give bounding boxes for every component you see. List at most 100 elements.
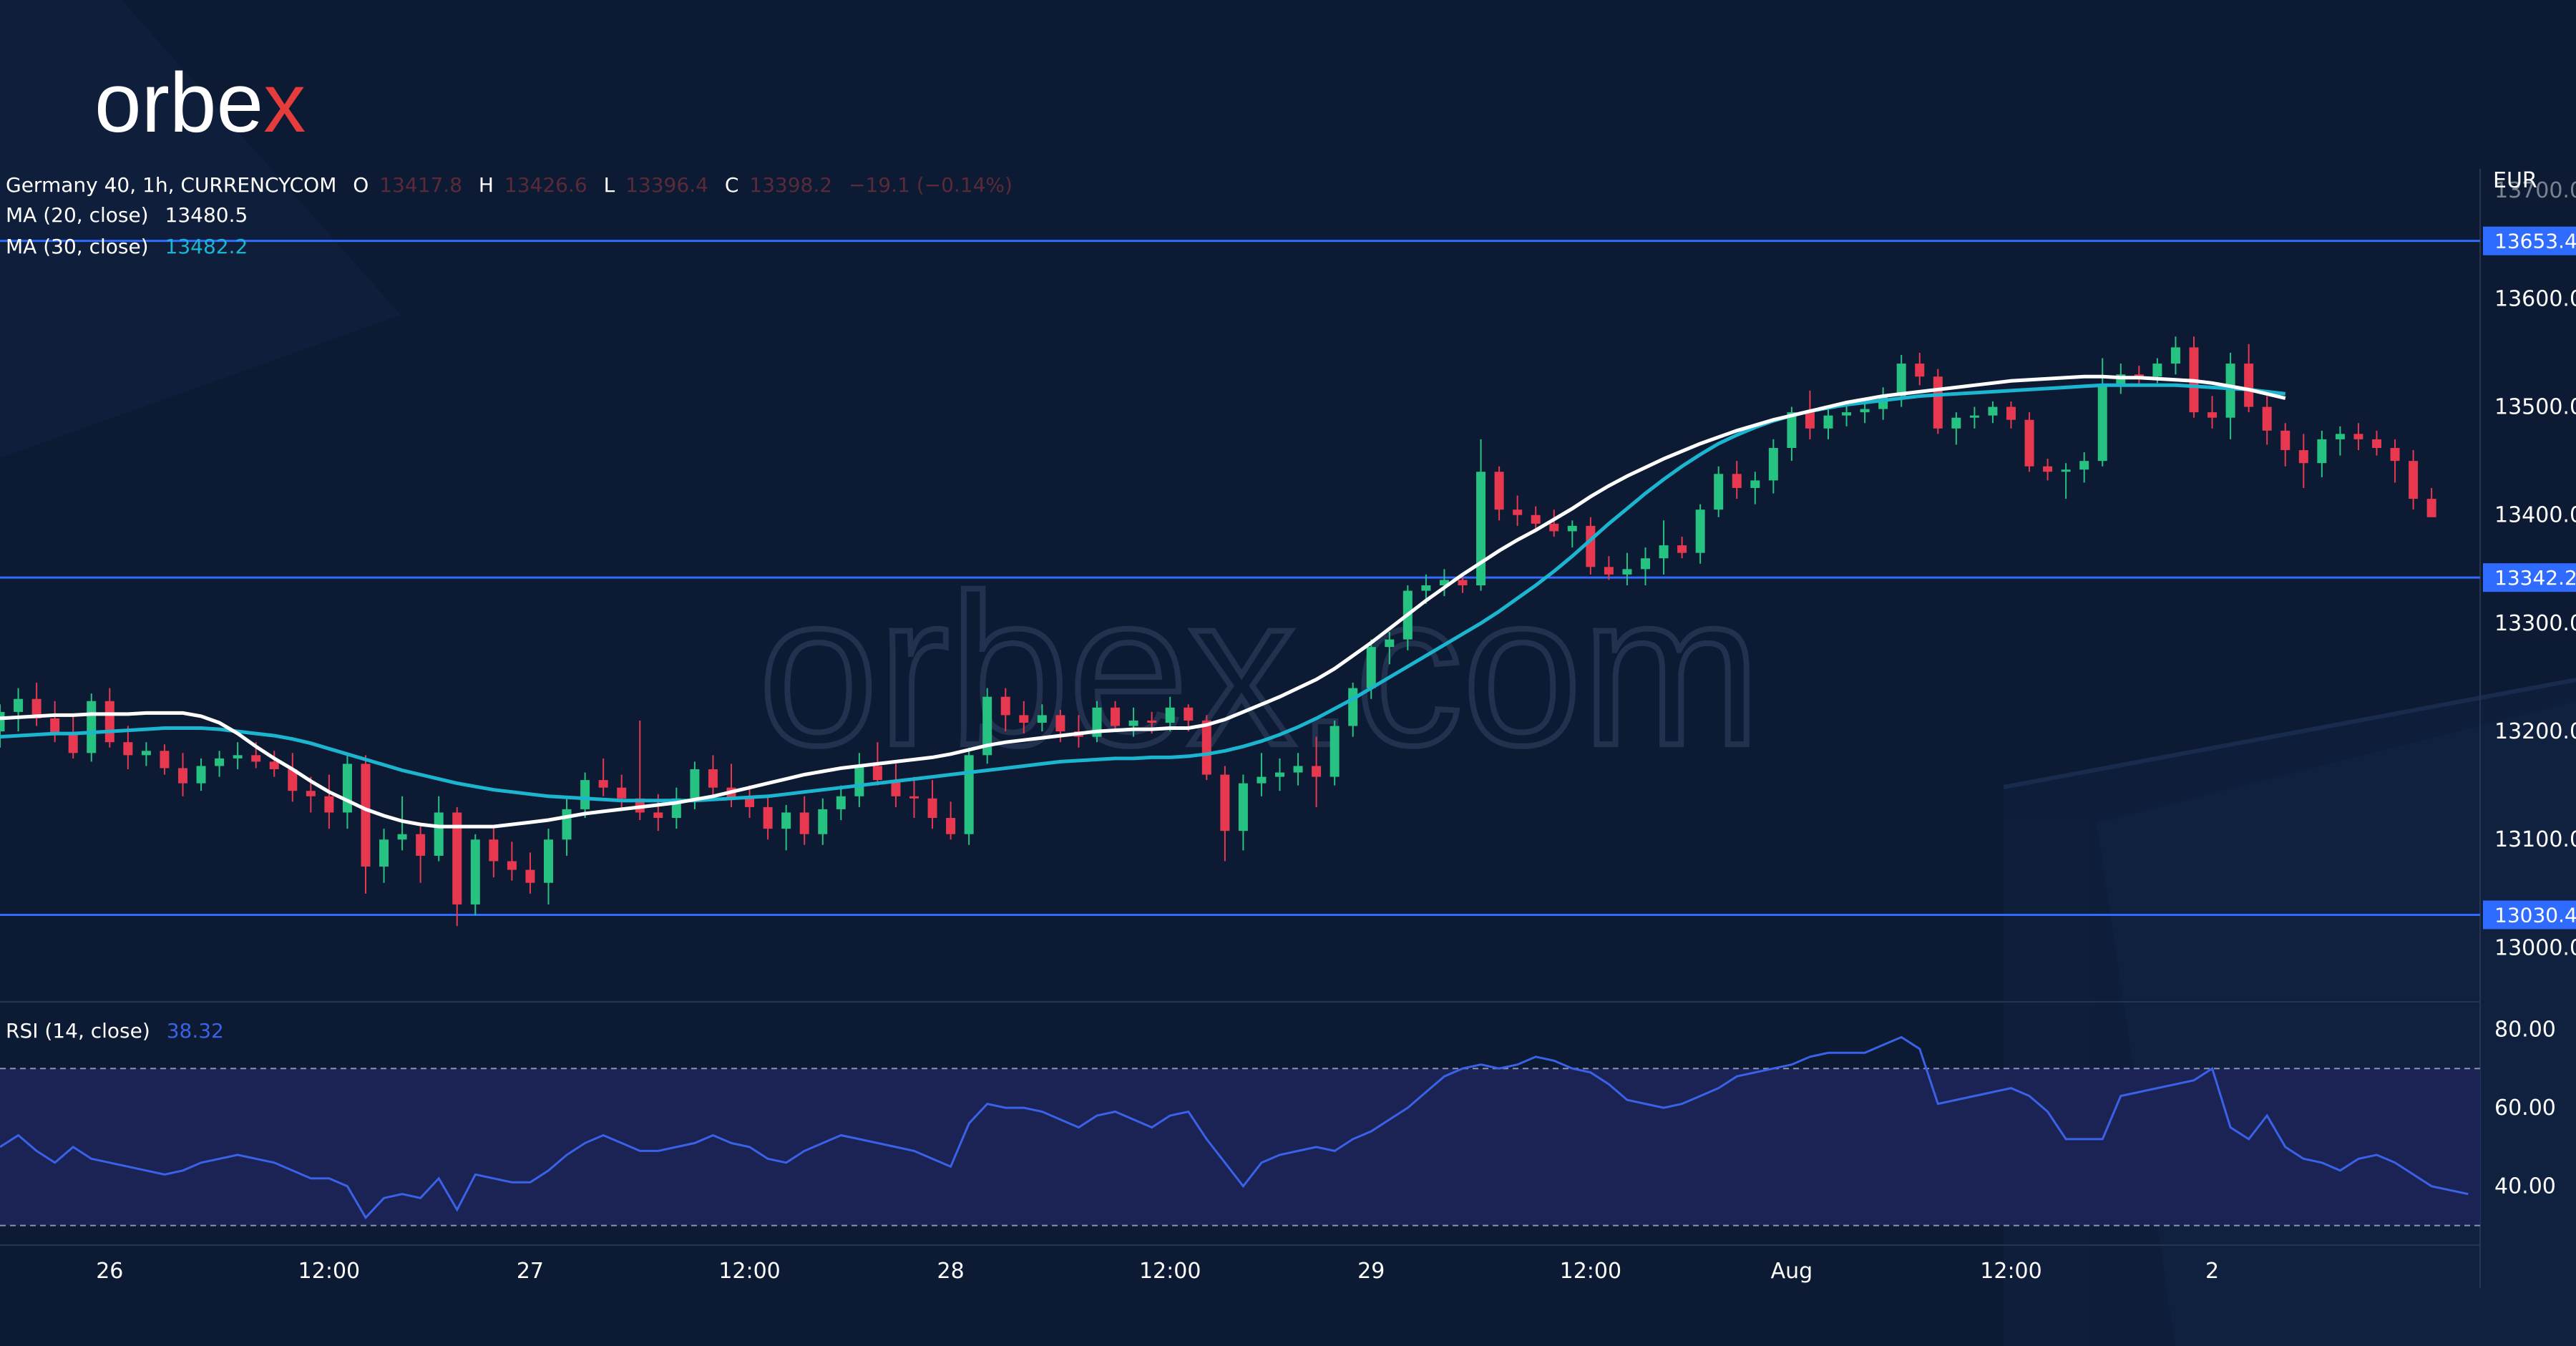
candle [836, 785, 846, 821]
candle [1000, 688, 1010, 732]
candle [2244, 343, 2254, 413]
candle-body [1567, 525, 1577, 532]
candle-body [1969, 415, 1979, 418]
price-tick-label: 13400.0 [2494, 503, 2576, 528]
time-tick-label: 29 [1357, 1259, 1385, 1284]
candle-body [1750, 480, 1760, 488]
candle [1915, 352, 1925, 386]
candle [269, 751, 279, 777]
candle [1933, 369, 1943, 434]
candle-body [1768, 448, 1778, 481]
candle-body [379, 839, 389, 867]
rsi-tick-label: 40.00 [2494, 1174, 2556, 1199]
rsi-value: 38.32 [167, 1019, 224, 1043]
candle-body [251, 755, 261, 762]
candle-body [1439, 580, 1449, 585]
time-axis-ticks: 26 12:00 27 12:00 28 12:00 29 12:00 Aug 12:00 2 [96, 1259, 2219, 1284]
candle [1823, 406, 1833, 439]
candle [1019, 701, 1029, 734]
candle [2134, 366, 2144, 386]
candle [1714, 466, 1724, 517]
candle-body [178, 768, 187, 784]
candle [1951, 412, 1961, 445]
close-value: 13398.2 [749, 173, 832, 197]
candle-body [2043, 466, 2053, 472]
candle [1549, 509, 1559, 537]
candle-body [708, 769, 718, 788]
candle-body [2006, 406, 2016, 420]
candle [2409, 450, 2419, 510]
candle [1238, 774, 1248, 851]
candle-body [872, 766, 882, 781]
candle [1330, 720, 1340, 786]
candle-body [909, 796, 919, 799]
candle [580, 772, 590, 819]
candle [708, 755, 718, 796]
candle [2043, 459, 2053, 481]
candle-body [617, 787, 627, 799]
candle-body [507, 861, 517, 870]
candle [2189, 336, 2199, 418]
candle-body [2207, 412, 2218, 418]
candle [1458, 574, 1468, 593]
candle-body [1695, 509, 1705, 553]
candle-body [434, 812, 444, 856]
open-label: O [353, 173, 369, 197]
candle-body [1019, 715, 1029, 723]
price-tick-label: 13600.0 [2494, 286, 2576, 311]
candle-body [2244, 364, 2254, 407]
candle [2280, 423, 2290, 467]
candle [1312, 736, 1322, 807]
candle-body [2262, 406, 2272, 431]
candle [2262, 396, 2272, 445]
candle [1567, 520, 1577, 548]
candle [946, 801, 956, 840]
candle-body [342, 764, 352, 813]
brand-logo: orbex [94, 56, 306, 150]
rsi-line [0, 1035, 2469, 1220]
candle-body [306, 791, 316, 796]
logo-x-text: x [263, 56, 306, 150]
svg-text:RSI (14, close) 38.32: RSI (14, close) 38.32 [6, 1019, 224, 1043]
candle-body [2298, 450, 2308, 464]
candle-body [87, 701, 97, 754]
candle-body [1933, 376, 1943, 429]
candle-body [1641, 558, 1650, 570]
candle [196, 758, 206, 791]
price-tick-label: 13100.0 [2494, 827, 2576, 852]
candle [397, 796, 407, 851]
candle [927, 780, 937, 829]
ma30-line [0, 383, 2286, 803]
candle-body [1476, 472, 1486, 585]
candle-body [2152, 364, 2162, 377]
time-tick-label: 26 [96, 1259, 123, 1284]
candle-body [1348, 688, 1358, 726]
candle-body [927, 798, 937, 819]
candle [2426, 487, 2436, 517]
candle [434, 796, 444, 862]
ohlc-legend: Germany 40, 1h, CURRENCYCOM O 13417.8 H … [6, 173, 1013, 1043]
candle-body [544, 839, 553, 883]
candle [1604, 556, 1614, 580]
candle-body [2280, 430, 2290, 451]
candle [799, 796, 809, 845]
candle-body [1055, 715, 1065, 732]
candle-body [781, 812, 791, 829]
candle [1641, 547, 1650, 585]
candle [617, 774, 627, 809]
candle [2298, 434, 2308, 488]
candle [1732, 461, 1742, 499]
candle [288, 753, 298, 802]
candle-body [1385, 639, 1395, 648]
candle-body [580, 780, 590, 809]
candle [178, 753, 187, 796]
rsi-tick-label: 80.00 [2494, 1017, 2556, 1042]
candle [342, 753, 352, 829]
candle [1677, 536, 1687, 559]
candle [416, 826, 426, 883]
candle [1111, 701, 1121, 732]
candle [2317, 430, 2327, 477]
candle [1750, 472, 1760, 504]
candle [1476, 439, 1486, 591]
candle-body [1165, 707, 1175, 723]
